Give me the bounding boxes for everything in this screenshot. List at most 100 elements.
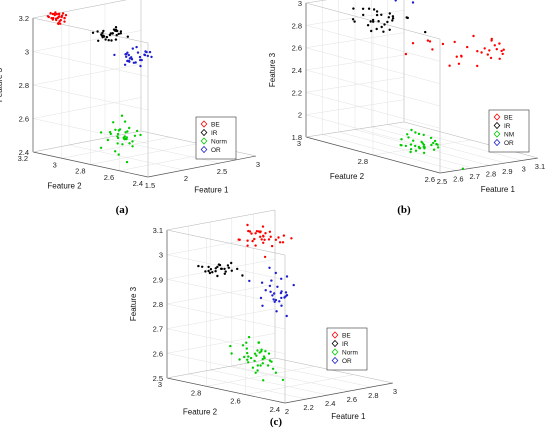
- data-point: [261, 357, 264, 361]
- data-point: [263, 238, 266, 241]
- data-point: [128, 126, 131, 130]
- data-point: [236, 267, 239, 271]
- z-tick-label: 2.6: [153, 349, 163, 358]
- data-point: [229, 344, 232, 348]
- data-point: [352, 7, 355, 10]
- data-point: [488, 49, 491, 52]
- data-point: [124, 131, 127, 134]
- data-point: [108, 130, 112, 134]
- data-point: [253, 237, 256, 241]
- y-tick-label: 2.4: [133, 179, 143, 188]
- x-axis-line: [439, 157, 539, 174]
- x-tick-label: 2.7: [469, 172, 479, 181]
- y-tick-label: 2.6: [230, 397, 240, 406]
- grid-line: [206, 366, 315, 387]
- data-point: [261, 225, 265, 228]
- data-point: [498, 42, 501, 45]
- x-tick-label: 3.1: [535, 162, 545, 171]
- data-point: [417, 132, 421, 136]
- data-point: [264, 350, 267, 353]
- y-tick-label: 2.8: [358, 157, 368, 166]
- legend-label: IR: [504, 123, 511, 130]
- data-point: [61, 12, 65, 15]
- data-point: [260, 238, 263, 241]
- data-point: [391, 17, 395, 20]
- data-point: [120, 114, 124, 117]
- legend-label: IR: [342, 341, 349, 348]
- data-point: [115, 34, 118, 37]
- data-point: [426, 39, 430, 42]
- chart-panel-a: 1.522.532.42.62.833.22.42.62.833.2Featur…: [0, 0, 260, 216]
- legend-diamond-icon: [200, 137, 208, 145]
- data-point: [125, 55, 128, 58]
- data-point: [254, 244, 257, 247]
- data-point: [63, 16, 66, 20]
- data-point: [128, 57, 132, 60]
- data-point: [280, 304, 283, 307]
- data-point: [150, 55, 153, 59]
- data-point: [96, 30, 99, 33]
- data-point: [476, 50, 479, 53]
- chart-panel-b: 2.5 2.6 2.7 2.8 2.9 3 3.12.62.831.822.22.42.62…: [268, 0, 545, 216]
- data-point: [411, 42, 415, 45]
- data-point: [256, 364, 259, 367]
- grid-line: [166, 333, 276, 354]
- data-point: [500, 49, 503, 53]
- y-axis-label: Feature 2: [47, 182, 82, 191]
- series-ir: [197, 261, 244, 278]
- data-point: [460, 54, 463, 57]
- data-point: [472, 34, 475, 38]
- grid-line: [166, 353, 286, 379]
- grid-line: [188, 373, 307, 400]
- data-point: [372, 8, 376, 11]
- x-tick-label: 2: [285, 407, 289, 416]
- data-point: [371, 18, 375, 22]
- data-point: [370, 29, 373, 33]
- data-point: [375, 10, 379, 13]
- data-point: [118, 128, 122, 131]
- series-ir: [91, 26, 129, 42]
- data-point: [292, 283, 295, 287]
- z-axis-label: Feature 3: [268, 52, 277, 87]
- grid-line: [245, 374, 354, 395]
- grid-line: [305, 10, 405, 26]
- grid-line: [166, 254, 286, 280]
- data-point: [112, 28, 116, 31]
- data-point: [407, 136, 410, 139]
- box-edge: [274, 357, 394, 384]
- data-point: [253, 359, 256, 363]
- data-point: [414, 144, 417, 148]
- x-tick-label: 2.9: [502, 167, 512, 176]
- data-point: [91, 31, 95, 34]
- data-point: [275, 310, 278, 313]
- data-point: [261, 304, 264, 307]
- data-point: [60, 15, 63, 19]
- data-point: [271, 294, 274, 297]
- data-point: [257, 341, 261, 344]
- z-tick-label: 2.8: [292, 21, 302, 30]
- data-point: [139, 133, 142, 137]
- data-point: [214, 270, 217, 273]
- grid-line: [32, 30, 142, 52]
- data-point: [259, 364, 262, 367]
- data-point: [277, 236, 280, 239]
- data-point: [123, 135, 126, 138]
- data-point: [251, 239, 254, 243]
- data-point: [135, 129, 139, 133]
- data-point: [216, 265, 219, 269]
- data-point: [399, 143, 402, 147]
- grid-line: [32, 63, 142, 86]
- x-tick-label: 2.5: [437, 177, 447, 186]
- data-point: [270, 244, 274, 248]
- data-point: [138, 55, 142, 59]
- grid-line: [166, 308, 276, 329]
- data-point: [281, 241, 285, 244]
- data-point: [112, 121, 115, 124]
- series-nm: [399, 128, 465, 170]
- data-point: [126, 130, 129, 133]
- y-axis-line: [32, 151, 149, 178]
- data-point: [105, 35, 109, 39]
- data-point: [99, 146, 103, 149]
- data-point: [260, 281, 264, 284]
